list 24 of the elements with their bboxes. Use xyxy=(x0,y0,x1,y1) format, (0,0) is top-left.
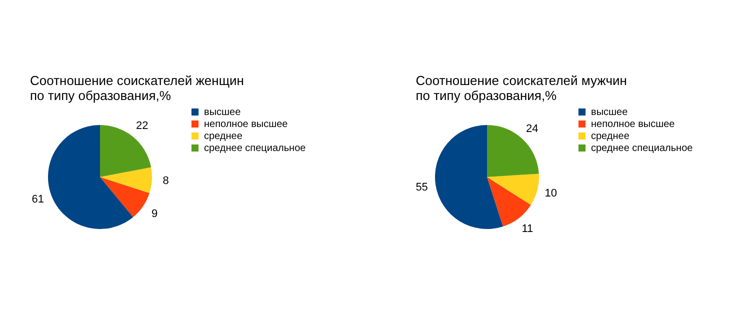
legend-label: высшее xyxy=(591,107,628,118)
data-label: 8 xyxy=(162,175,169,188)
pie-slice xyxy=(487,174,539,205)
legend-label: среднее xyxy=(591,131,630,142)
pie-slice xyxy=(100,177,150,218)
pie-slice xyxy=(435,125,504,229)
data-label: 9 xyxy=(152,208,158,220)
pie-slice xyxy=(48,125,134,229)
legend-label: среднее специальное xyxy=(591,143,694,154)
data-label: 22 xyxy=(136,120,148,132)
legend-label: среднее специальное xyxy=(204,143,306,154)
data-label: 11 xyxy=(522,223,534,236)
chart-title: Соотношение соискателей женщин по типу образования,% xyxy=(30,73,244,103)
legend-label: неполное высшее xyxy=(591,119,676,130)
data-label: 24 xyxy=(526,122,538,135)
chart-title: Соотношение соискателей мужчин по типу образования,% xyxy=(416,73,627,103)
legend-label: среднее xyxy=(204,131,243,142)
pie-slice xyxy=(487,125,539,177)
data-label: 10 xyxy=(544,187,558,200)
legend-label: высшее xyxy=(204,107,242,118)
data-label: 61 xyxy=(32,193,44,206)
data-label: 55 xyxy=(416,181,428,194)
legend-label: неполное высшее xyxy=(204,119,288,130)
pie-slice xyxy=(100,167,152,194)
